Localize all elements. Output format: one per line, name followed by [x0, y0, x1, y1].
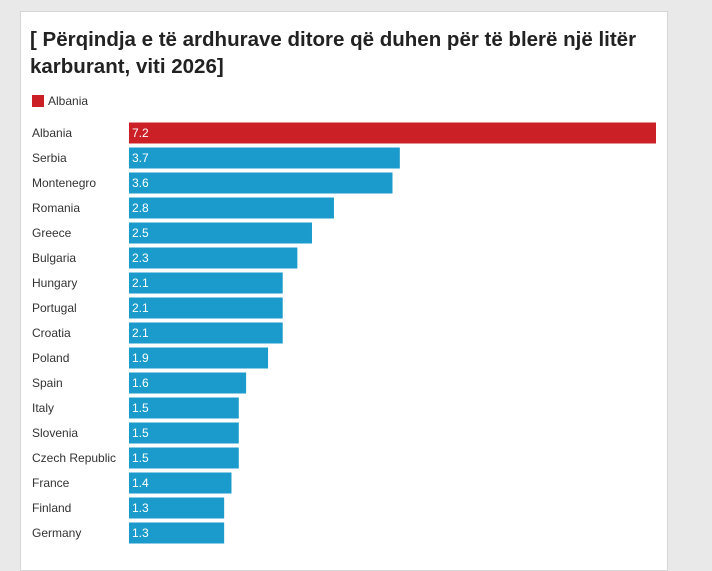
- chart-card: [ Përqindja e të ardhurave ditore që duh…: [20, 11, 668, 571]
- value-label-serbia: 3.7: [132, 151, 149, 165]
- value-label-italy: 1.5: [132, 401, 149, 415]
- value-label-poland: 1.9: [132, 351, 149, 365]
- category-label-portugal: Portugal: [32, 301, 77, 315]
- value-label-montenegro: 3.6: [132, 176, 149, 190]
- bar-france: [129, 472, 232, 494]
- value-label-bulgaria: 2.3: [132, 251, 149, 265]
- bar-italy: [129, 397, 239, 419]
- category-label-albania: Albania: [32, 126, 72, 140]
- bar-spain: [129, 372, 247, 394]
- bar-finland: [129, 497, 225, 519]
- legend-swatch-albania: [32, 95, 44, 107]
- value-label-slovenia: 1.5: [132, 426, 149, 440]
- value-label-greece: 2.5: [132, 226, 149, 240]
- category-label-slovenia: Slovenia: [32, 426, 78, 440]
- bar-montenegro: [129, 172, 393, 194]
- value-label-croatia: 2.1: [132, 326, 149, 340]
- bar-germany: [129, 522, 225, 544]
- category-label-finland: Finland: [32, 501, 71, 515]
- category-label-hungary: Hungary: [32, 276, 77, 290]
- bar-czech-republic: [129, 447, 239, 469]
- legend-label-albania: Albania: [48, 94, 89, 108]
- bar-albania: [129, 122, 656, 144]
- category-label-france: France: [32, 476, 70, 490]
- value-label-czech-republic: 1.5: [132, 451, 149, 465]
- bar-poland: [129, 347, 269, 369]
- bar-hungary: [129, 272, 283, 294]
- value-label-albania: 7.2: [132, 126, 149, 140]
- category-label-czech-republic: Czech Republic: [32, 451, 116, 465]
- category-label-germany: Germany: [32, 526, 81, 540]
- bar-bulgaria: [129, 247, 298, 269]
- category-label-bulgaria: Bulgaria: [32, 251, 76, 265]
- bar-serbia: [129, 147, 400, 169]
- value-label-germany: 1.3: [132, 526, 149, 540]
- value-label-portugal: 2.1: [132, 301, 149, 315]
- category-label-greece: Greece: [32, 226, 72, 240]
- bar-portugal: [129, 297, 283, 319]
- value-label-romania: 2.8: [132, 201, 149, 215]
- category-label-romania: Romania: [32, 201, 80, 215]
- value-label-finland: 1.3: [132, 501, 149, 515]
- value-label-france: 1.4: [132, 476, 149, 490]
- value-label-hungary: 2.1: [132, 276, 149, 290]
- bar-romania: [129, 197, 334, 219]
- bar-chart: Albania 7.2 Serbia 3.7 Montenegro 3.6 Romania 2…: [32, 122, 656, 544]
- category-label-serbia: Serbia: [32, 151, 67, 165]
- category-label-italy: Italy: [32, 401, 54, 415]
- bar-croatia: [129, 322, 283, 344]
- chart-title: [ Përqindja e të ardhurave ditore që duh…: [30, 28, 637, 78]
- category-label-spain: Spain: [32, 376, 63, 390]
- value-label-spain: 1.6: [132, 376, 149, 390]
- category-label-montenegro: Montenegro: [32, 176, 96, 190]
- category-label-croatia: Croatia: [32, 326, 71, 340]
- bar-greece: [129, 222, 312, 244]
- bar-slovenia: [129, 422, 239, 444]
- category-label-poland: Poland: [32, 351, 69, 365]
- legend: Albania: [32, 94, 88, 108]
